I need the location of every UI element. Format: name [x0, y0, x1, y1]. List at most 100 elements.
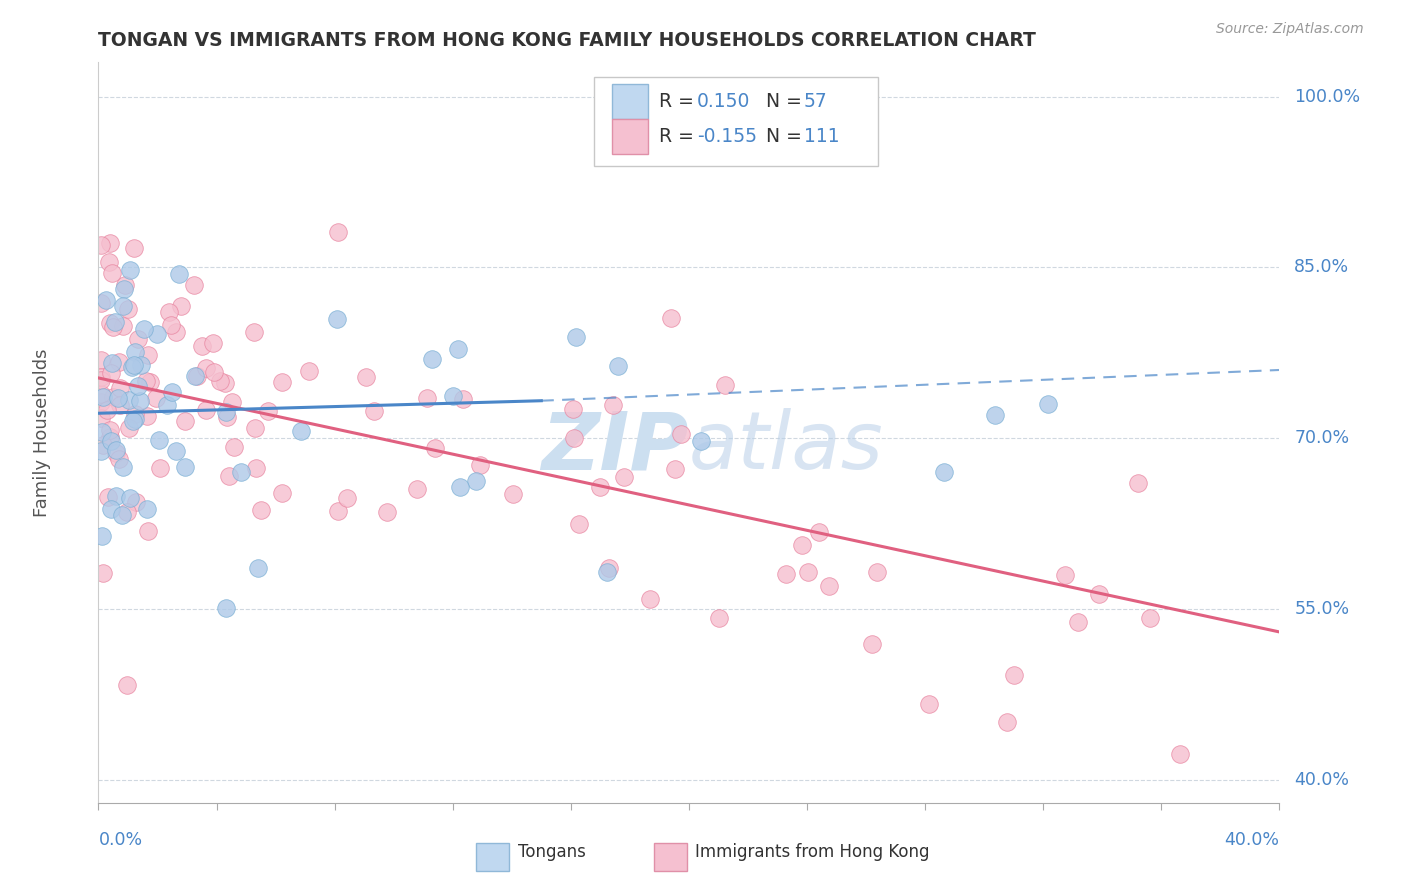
Text: 0.150: 0.150: [697, 92, 751, 112]
Point: [90, 411, 112, 425]
Point: [602, 398, 624, 412]
Point: [160, 318, 183, 332]
Point: [91, 566, 114, 580]
Point: [121, 360, 143, 375]
Text: N =: N =: [766, 127, 807, 146]
Point: [290, 425, 312, 439]
Point: [111, 460, 134, 475]
Point: [129, 359, 152, 373]
Text: 70.0%: 70.0%: [1295, 429, 1350, 447]
Point: [115, 678, 138, 692]
Point: [1036, 397, 1059, 411]
Point: [91, 438, 114, 452]
Point: [298, 364, 321, 378]
Point: [120, 491, 142, 505]
Point: [1002, 668, 1025, 682]
Point: [215, 410, 238, 425]
Point: [918, 697, 941, 711]
Point: [135, 409, 157, 423]
Text: 0.0%: 0.0%: [98, 831, 142, 849]
Text: atlas: atlas: [689, 409, 884, 486]
Point: [356, 370, 378, 384]
Point: [165, 444, 187, 458]
Point: [664, 462, 686, 476]
FancyBboxPatch shape: [612, 119, 648, 154]
Text: 57: 57: [803, 92, 827, 112]
Point: [90, 237, 112, 252]
Point: [174, 415, 197, 429]
Point: [127, 378, 149, 392]
Point: [201, 335, 224, 350]
Point: [325, 312, 347, 326]
Point: [243, 326, 266, 340]
Text: Family Households: Family Households: [32, 349, 51, 516]
Point: [90, 352, 112, 367]
Point: [105, 489, 128, 503]
Point: [420, 352, 443, 367]
Text: 111: 111: [803, 127, 839, 146]
Point: [135, 374, 157, 388]
Point: [245, 421, 267, 435]
Point: [136, 502, 159, 516]
Point: [416, 391, 439, 405]
Point: [165, 325, 187, 339]
Point: [598, 561, 620, 575]
Point: [117, 505, 139, 519]
Point: [91, 425, 114, 439]
Point: [184, 369, 207, 384]
Point: [100, 236, 122, 251]
Point: [449, 480, 471, 494]
Point: [100, 434, 122, 448]
Point: [139, 375, 162, 389]
Point: [90, 395, 112, 409]
FancyBboxPatch shape: [612, 84, 648, 120]
Point: [120, 263, 142, 277]
Point: [613, 470, 636, 484]
Point: [568, 517, 591, 532]
Point: [447, 342, 470, 356]
Point: [214, 376, 236, 391]
Point: [375, 505, 398, 519]
Point: [98, 430, 121, 444]
Text: Source: ZipAtlas.com: Source: ZipAtlas.com: [1216, 22, 1364, 37]
Point: [425, 441, 447, 455]
Point: [860, 637, 883, 651]
Point: [215, 405, 238, 419]
Point: [659, 311, 682, 326]
Point: [246, 561, 269, 575]
Text: 100.0%: 100.0%: [1295, 87, 1361, 105]
Text: R =: R =: [659, 92, 700, 112]
Point: [97, 254, 120, 268]
Text: Immigrants from Hong Kong: Immigrants from Hong Kong: [695, 844, 929, 862]
Point: [124, 407, 146, 421]
Point: [562, 431, 585, 445]
Point: [112, 319, 135, 334]
Point: [250, 503, 273, 517]
Point: [328, 225, 350, 239]
Point: [561, 401, 583, 416]
Text: 40.0%: 40.0%: [1225, 831, 1279, 849]
Text: 40.0%: 40.0%: [1295, 771, 1350, 789]
Point: [90, 296, 112, 310]
Point: [159, 305, 181, 319]
Point: [125, 495, 148, 509]
Point: [114, 277, 136, 292]
Point: [607, 359, 630, 374]
Point: [101, 356, 124, 370]
Point: [103, 319, 125, 334]
FancyBboxPatch shape: [477, 843, 509, 871]
Point: [221, 395, 243, 409]
Point: [1139, 611, 1161, 625]
Point: [1054, 567, 1077, 582]
Point: [90, 373, 112, 387]
Text: 55.0%: 55.0%: [1295, 600, 1350, 618]
Point: [124, 412, 146, 426]
Point: [707, 611, 730, 625]
Point: [101, 390, 124, 404]
Point: [714, 378, 737, 392]
Point: [160, 384, 183, 399]
Point: [107, 391, 129, 405]
Point: [90, 386, 112, 401]
Point: [183, 277, 205, 292]
Point: [127, 332, 149, 346]
